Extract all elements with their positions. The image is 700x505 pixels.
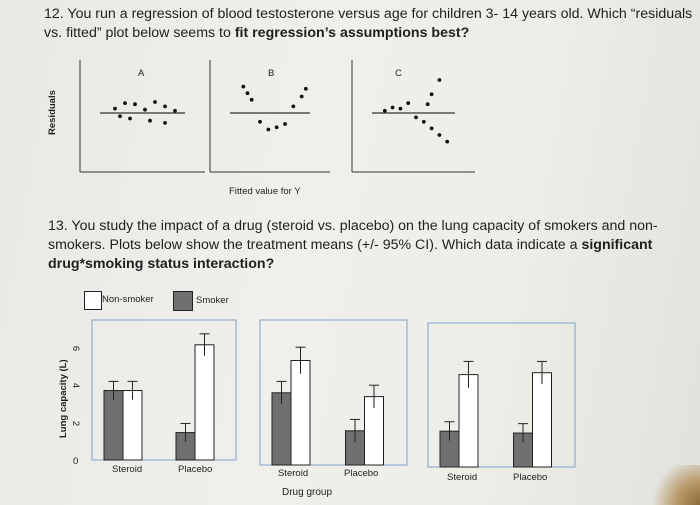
panel-a-point-3: [143, 107, 147, 112]
panel-b-point-8: [299, 94, 304, 99]
q13-line-2-bold: significant: [581, 237, 653, 253]
panel3-cat-placebo: Placebo: [513, 472, 548, 483]
panel-b-point-7: [291, 104, 296, 109]
bar-panel-1-steroid-smoker-bar: [103, 390, 124, 461]
bar-panel-3-frame: [427, 322, 576, 468]
panel-c-point-7: [437, 133, 442, 137]
panel-b-label: B: [268, 68, 275, 79]
panel-c-point-10: [425, 102, 430, 107]
legend-nonsmoker-label: Non-smoker: [102, 294, 154, 305]
bar-panel-1-frame: [91, 319, 237, 461]
panel1-cat-steroid: Steroid: [112, 464, 143, 475]
bar-panel-1-placebo-nonsmoker-bar: [194, 344, 215, 461]
ytick-0: 0: [73, 456, 79, 467]
desk-corner: [645, 465, 700, 505]
panel-b-point-0: [241, 84, 246, 89]
panel-a-point-4: [153, 100, 157, 104]
bar-panel-3-steroid-nonsmoker-bar: [458, 374, 479, 468]
panel-a-point-0: [113, 106, 117, 111]
panel-a-point-8: [163, 121, 167, 125]
panel-a-point-2: [133, 102, 137, 107]
panel-c-point-0: [382, 108, 387, 113]
panel-a-point-9: [118, 114, 122, 119]
q13-line-2: smokers. Plots below show the treatment …: [48, 236, 652, 255]
legend-smoker-label: Smoker: [196, 295, 229, 306]
panel-c-point-9: [429, 92, 434, 97]
q12-line-2-bold: fit regression’s assumptions best?: [234, 25, 470, 41]
drug-group-axis-label: Drug group: [282, 487, 333, 498]
bar-panel-3-placebo-nonsmoker-bar: [532, 372, 552, 468]
panel-b-point-9: [303, 86, 308, 91]
fitted-axis-label: Fitted value for Y: [229, 186, 301, 197]
panel-c-point-2: [398, 106, 403, 111]
q12-line-1: 12. You run a regression of blood testos…: [44, 6, 693, 22]
panel-c-point-6: [429, 126, 434, 131]
q12-line-2-plain: vs. fitted” plot below seems to: [44, 25, 235, 41]
panel-c-point-1: [390, 105, 395, 110]
panel-b-point-4: [266, 127, 271, 132]
panel2-cat-placebo: Placebo: [344, 468, 379, 479]
panel-a-point-10: [173, 108, 177, 113]
panel-a-point-1: [123, 101, 127, 105]
panel-b-point-5: [274, 125, 279, 130]
panel-a-label: A: [138, 68, 145, 79]
panel-b-point-1: [245, 91, 250, 96]
bar-panel-2-frame: [259, 319, 408, 466]
q13-line-1: 13. You study the impact of a drug (ster…: [48, 218, 658, 234]
panel-b-point-3: [258, 119, 262, 124]
q13-line-3: drug*smoking status interaction?: [48, 255, 274, 274]
q12-line-2: vs. fitted” plot below seems to fit regr…: [44, 24, 469, 43]
panel-c-point-4: [414, 115, 418, 120]
panel-c-point-8: [437, 78, 442, 82]
panel-b-point-2: [249, 97, 254, 102]
panel-b-point-6: [283, 122, 287, 126]
legend-nonsmoker-swatch: [84, 291, 102, 310]
q13-line-3-bold: drug*smoking status interaction?: [48, 256, 275, 272]
panel-a-point-5: [163, 104, 167, 109]
panel1-cat-placebo: Placebo: [178, 464, 213, 475]
bar-panel-2-steroid-nonsmoker-bar: [290, 360, 311, 466]
panel-a-point-7: [148, 118, 152, 123]
panel-a-point-6: [128, 116, 132, 121]
panel2-cat-steroid: Steroid: [278, 468, 309, 479]
panel-c-point-5: [421, 119, 426, 124]
legend-smoker-swatch: [173, 291, 193, 311]
panel-c-point-3: [406, 101, 411, 105]
panel-c-label: C: [395, 68, 402, 79]
q13-line-2-plain: smokers. Plots below show the treatment …: [48, 237, 582, 253]
panel-c-point-11: [445, 139, 450, 144]
panel3-cat-steroid: Steroid: [447, 472, 478, 483]
bar-panel-1-steroid-nonsmoker-bar: [122, 390, 143, 461]
